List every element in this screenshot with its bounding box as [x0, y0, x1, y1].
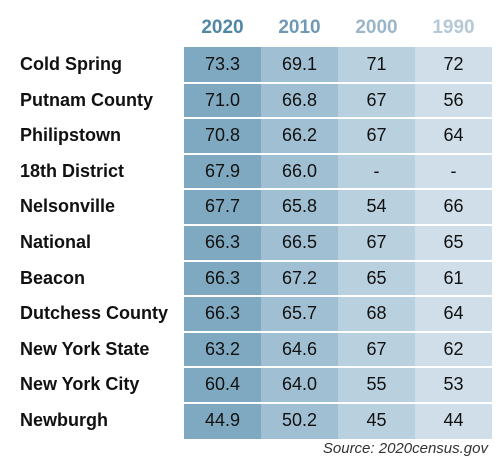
- row-divider: [10, 330, 493, 333]
- table-cell: 65.8: [281, 196, 318, 217]
- table-cell: 50.2: [281, 410, 318, 430]
- row-divider: [10, 81, 493, 84]
- table-cell: 70.8: [204, 125, 241, 146]
- table-cell: 67.9: [204, 160, 241, 181]
- row-label: Beacon: [20, 267, 86, 288]
- table-cell: 67: [366, 125, 387, 146]
- table-cell: 65.7: [281, 303, 318, 324]
- table-cell: 72: [443, 54, 464, 74]
- table-cell: 64.0: [281, 374, 318, 395]
- column-band-2000: [338, 47, 415, 439]
- row-divider: [10, 152, 493, 155]
- table-cell: 65: [443, 232, 464, 252]
- column-band-2010: [261, 47, 338, 439]
- table-cell: 66: [443, 196, 464, 217]
- source-note: Source: 2020census.gov: [322, 440, 488, 457]
- table-cell: 54: [366, 196, 387, 217]
- row-label: New York City: [20, 374, 140, 395]
- table-cell: 56: [443, 89, 464, 110]
- table-cell: -: [373, 160, 380, 181]
- row-label: Putnam County: [20, 89, 153, 110]
- row-divider: [10, 188, 493, 191]
- row-divider: [10, 224, 493, 226]
- table-cell: 66.5: [281, 232, 318, 252]
- table-cell: 44.9: [204, 410, 241, 430]
- table-cell: 67: [366, 232, 387, 252]
- table-cell: 64: [443, 303, 464, 324]
- table-cell: 67: [366, 89, 387, 110]
- table-cell: 69.1: [281, 54, 318, 74]
- table-cell: 62: [443, 338, 464, 359]
- table-cell: 67.7: [204, 196, 241, 217]
- table-cell: 55: [366, 374, 387, 395]
- row-label: Newburgh: [20, 410, 108, 430]
- row-label: Cold Spring: [20, 54, 122, 74]
- column-band-1990: [415, 47, 492, 439]
- column-header-2020: 2020: [201, 17, 244, 38]
- row-label: Philipstown: [20, 125, 121, 146]
- table-cell: 60.4: [204, 374, 241, 395]
- table-cell: 64: [443, 125, 464, 146]
- row-label: 18th District: [20, 160, 125, 181]
- row-divider: [10, 259, 493, 262]
- table-cell: -: [450, 160, 457, 181]
- column-band-2020: [184, 47, 261, 439]
- row-divider: [10, 295, 493, 298]
- table-cell: 66.0: [281, 160, 318, 181]
- table-cell: 53: [443, 374, 464, 395]
- row-label: Dutchess County: [20, 303, 169, 324]
- table-cell: 67.2: [281, 267, 318, 288]
- column-header-1990: 1990: [432, 17, 475, 38]
- table-cell: 73.3: [204, 54, 241, 74]
- row-divider: [10, 117, 493, 120]
- table-cell: 61: [443, 267, 464, 288]
- table-cell: 71.0: [204, 89, 241, 110]
- column-header-2010: 2010: [278, 17, 321, 38]
- table-cell: 71: [366, 54, 387, 74]
- table-cell: 67: [366, 338, 387, 359]
- table-cell: 44: [443, 410, 464, 430]
- table-cell: 64.6: [281, 338, 318, 359]
- table-cell: 66.2: [281, 125, 318, 146]
- table-cell: 65: [366, 267, 387, 288]
- row-label: National: [20, 232, 92, 252]
- table-cell: 66.3: [204, 232, 241, 252]
- column-header-2000: 2000: [355, 17, 398, 38]
- table-cell: 68: [366, 303, 387, 324]
- table-cell: 66.8: [281, 89, 318, 110]
- row-label: New York State: [20, 338, 150, 359]
- table-cell: 66.3: [204, 267, 241, 288]
- row-label: Nelsonville: [20, 196, 116, 217]
- row-divider: [10, 402, 493, 404]
- table-cell: 63.2: [204, 338, 241, 359]
- row-divider: [10, 366, 493, 369]
- table-cell: 66.3: [204, 303, 241, 324]
- table-cell: 45: [366, 410, 387, 430]
